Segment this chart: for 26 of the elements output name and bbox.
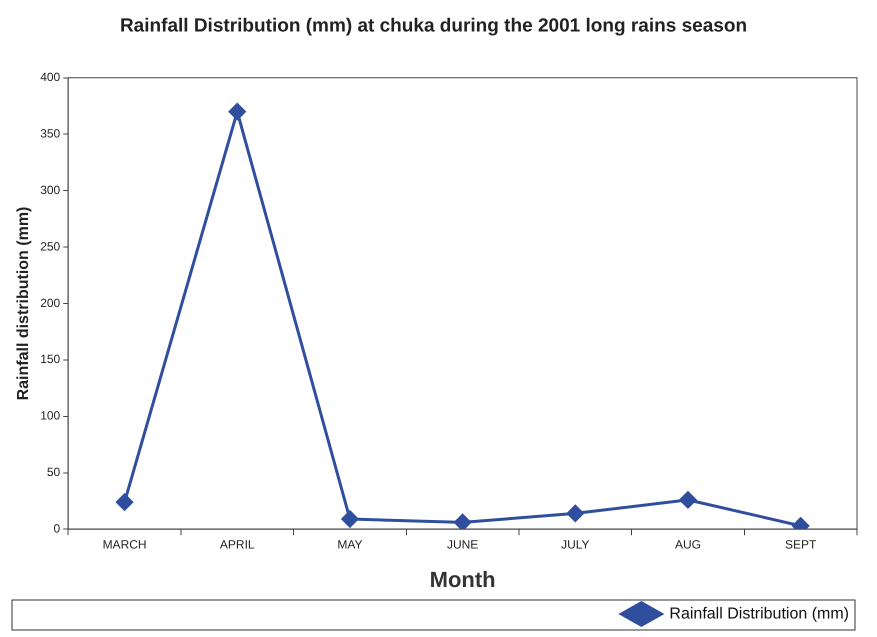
y-axis-title: Rainfall distribution (mm) [15,206,32,400]
y-tick-label: 250 [40,239,61,254]
x-tick-label: JULY [561,538,590,552]
x-tick-label: APRIL [220,538,255,552]
x-tick-label: JUNE [446,538,478,552]
x-tick-label: SEPT [784,538,817,552]
y-tick-label: 200 [40,296,61,310]
x-tick-label: MARCH [102,538,147,552]
y-tick-label: 300 [40,182,61,197]
y-tick-label: 400 [40,70,61,84]
x-axis-title: Month [430,566,496,592]
point [228,103,246,120]
point [116,494,134,511]
point [679,491,696,508]
y-tick-label: 0 [54,522,61,536]
x-tick-label: MAY [337,538,362,552]
point [566,504,584,522]
chart-title: Rainfall Distribution (mm) at chuka during the 2001 long rains season [120,16,748,37]
y-tick-label: 100 [40,408,61,423]
legend-label: Rainfall Distribution (mm) [669,605,849,622]
y-tick-label: 50 [46,465,61,480]
point [454,514,472,530]
x-tick-label: AUG [674,538,701,552]
y-tick-label: 350 [40,126,61,141]
y-tick-label: 150 [40,352,61,366]
point [341,510,358,528]
